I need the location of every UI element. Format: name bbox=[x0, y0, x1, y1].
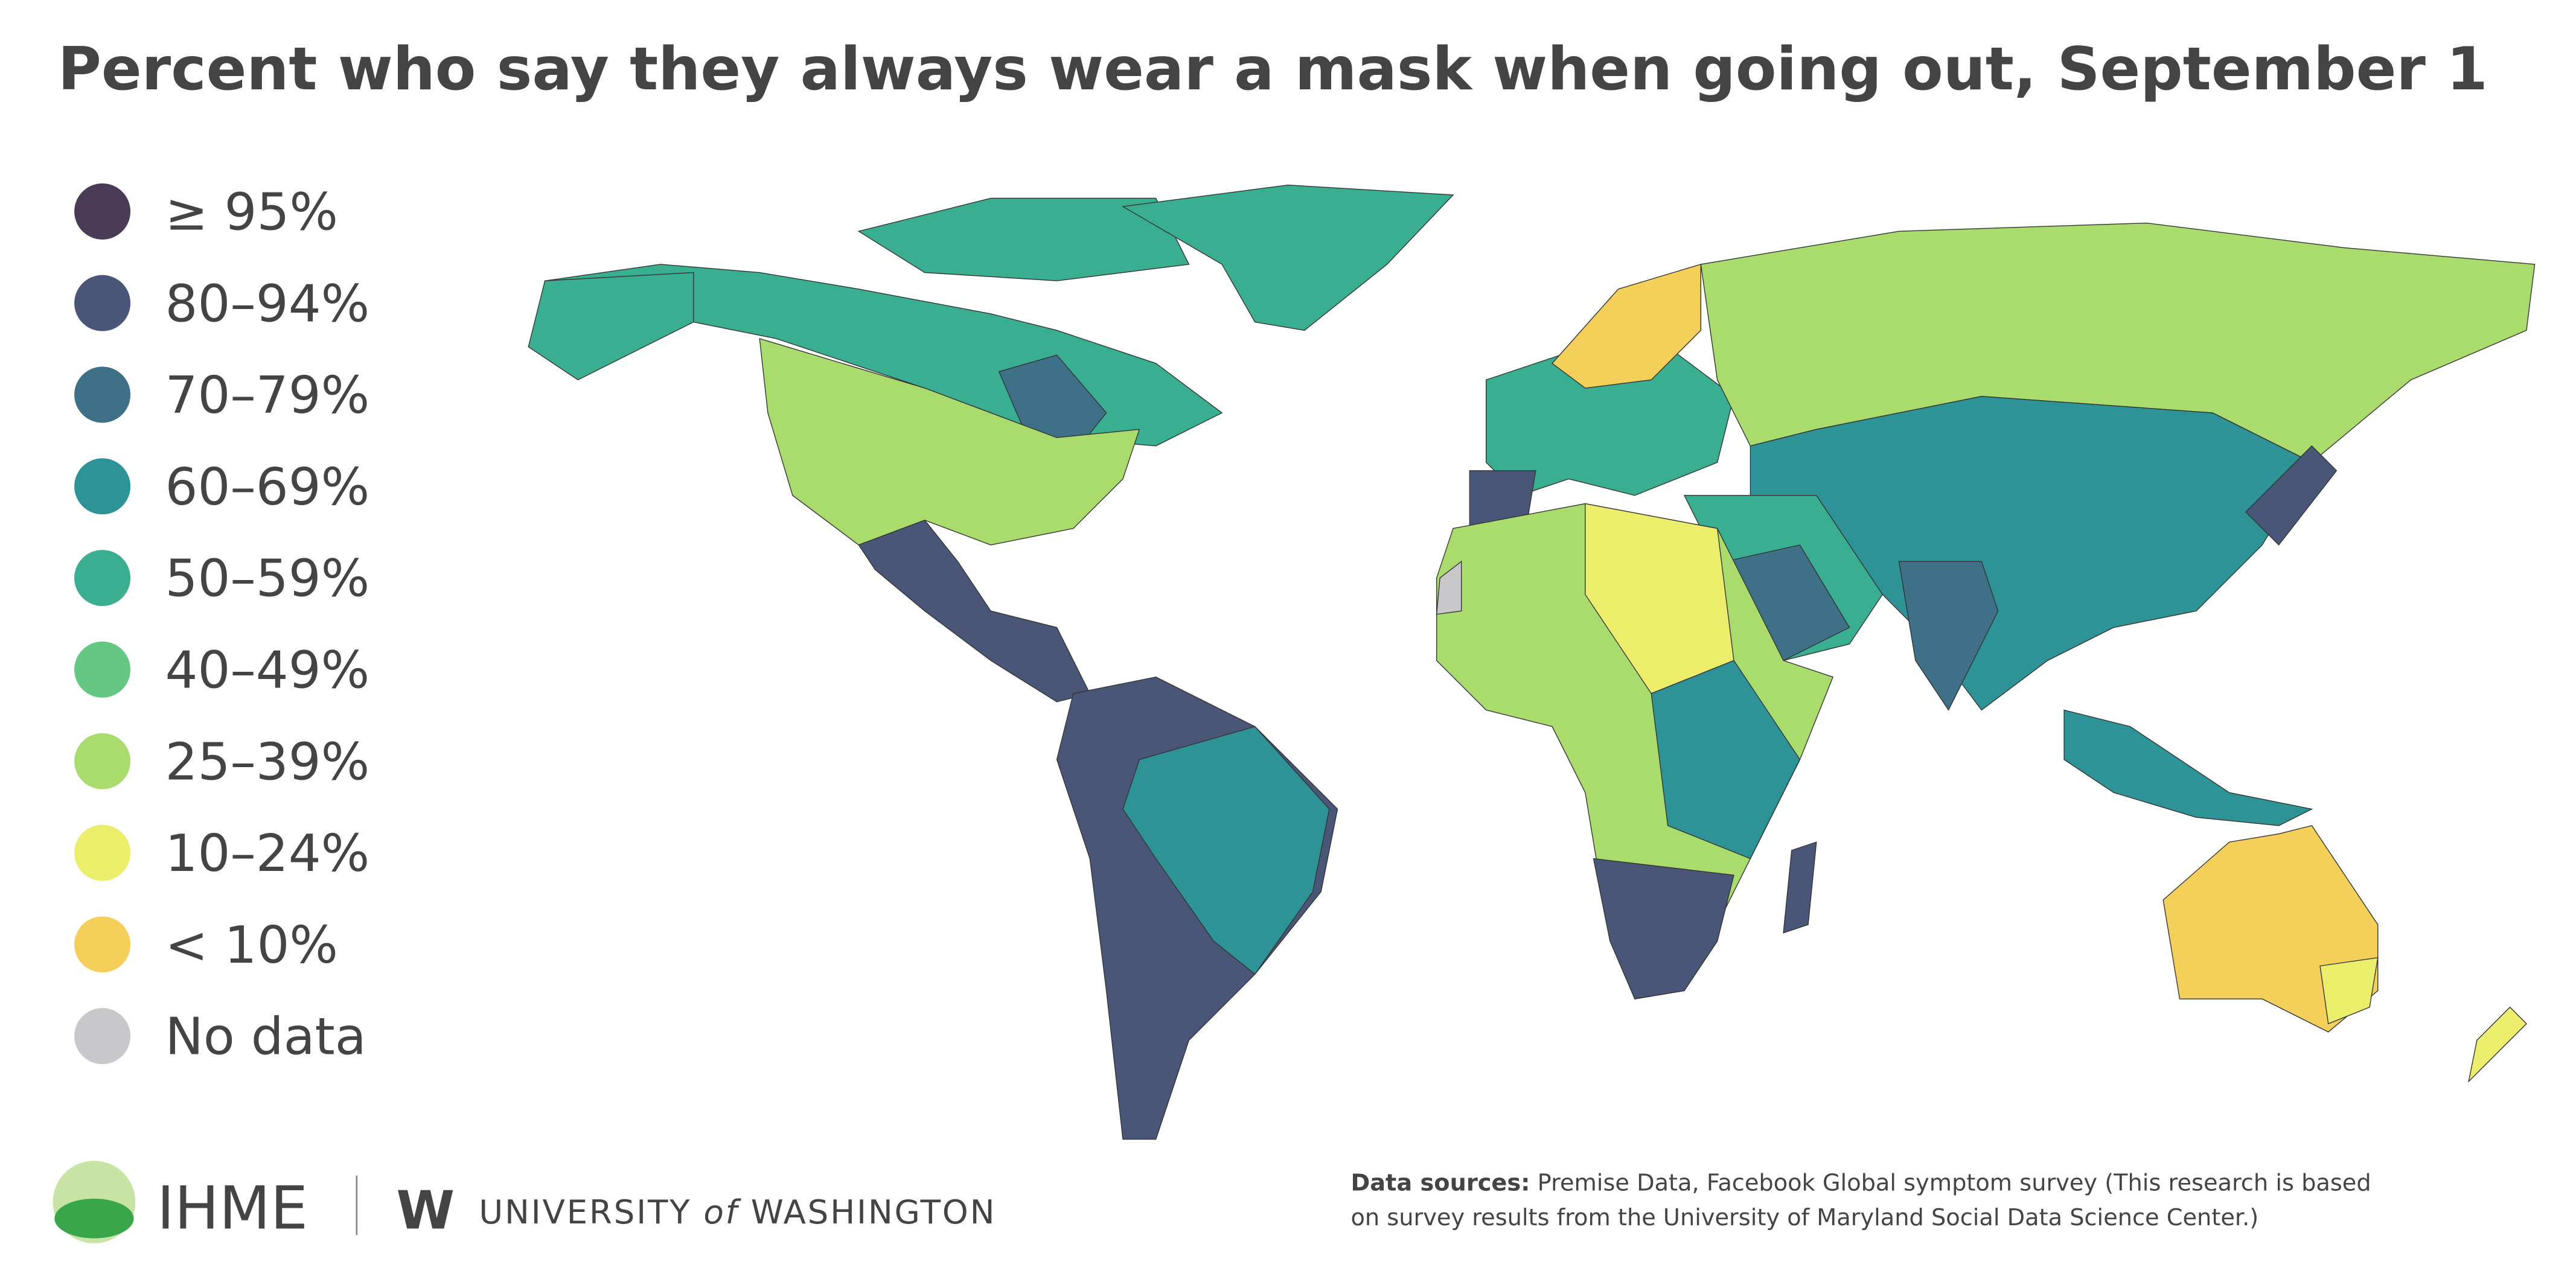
legend-label: 25–39% bbox=[165, 732, 370, 791]
legend-swatch bbox=[74, 275, 131, 331]
legend-swatch bbox=[74, 641, 131, 698]
region bbox=[2319, 957, 2379, 1025]
region bbox=[857, 197, 1190, 281]
legend-swatch bbox=[74, 1008, 131, 1065]
legend: ≥ 95% 80–94% 70–79% 60–69% 50–59% 40–49% 25–39… bbox=[74, 182, 369, 1066]
region bbox=[2245, 445, 2338, 546]
region bbox=[1436, 560, 1462, 615]
sources-text: on survey results from the University of… bbox=[1350, 1204, 2258, 1231]
region bbox=[858, 520, 1091, 703]
legend-label: 80–94% bbox=[165, 273, 370, 333]
region bbox=[2468, 1006, 2527, 1083]
legend-swatch bbox=[74, 916, 131, 973]
legend-label: < 10% bbox=[165, 915, 338, 975]
legend-swatch bbox=[74, 824, 131, 881]
region bbox=[1651, 660, 1801, 859]
legend-swatch bbox=[74, 733, 131, 789]
world-map bbox=[528, 184, 2536, 1140]
uw-post: WASHINGTON bbox=[751, 1193, 997, 1231]
legend-label: No data bbox=[165, 1007, 366, 1066]
legend-label: 70–79% bbox=[165, 365, 370, 425]
region bbox=[1593, 858, 1734, 999]
title: Percent who say they always wear a mask … bbox=[58, 35, 2488, 104]
region bbox=[528, 272, 694, 381]
legend-label: ≥ 95% bbox=[165, 182, 338, 241]
sources-label: Data sources: bbox=[1350, 1169, 1530, 1196]
sources-line: Data sources: Premise Data, Facebook Glo… bbox=[1350, 1169, 2371, 1196]
region bbox=[759, 338, 1140, 546]
region bbox=[1121, 184, 1454, 331]
legend-swatch bbox=[74, 550, 131, 607]
uw-name: UNIVERSITY of WASHINGTON bbox=[479, 1193, 996, 1231]
uw-of: of bbox=[703, 1193, 741, 1231]
uw-pre: UNIVERSITY bbox=[479, 1193, 691, 1231]
ihme-name: IHME bbox=[157, 1174, 308, 1243]
region bbox=[1898, 561, 1999, 711]
sources-text: Premise Data, Facebook Global symptom su… bbox=[1538, 1169, 2371, 1196]
region bbox=[1122, 725, 1330, 975]
region bbox=[1783, 841, 1817, 934]
legend-label: 10–24% bbox=[165, 823, 370, 883]
legend-swatch bbox=[74, 366, 131, 423]
region bbox=[2063, 709, 2313, 826]
ihme-logo-leaf bbox=[54, 1199, 134, 1239]
legend-label: 50–59% bbox=[165, 549, 370, 608]
region bbox=[1552, 263, 1701, 389]
legend-label: 40–49% bbox=[165, 640, 370, 700]
footer: IHME W UNIVERSITY of WASHINGTON Data sou… bbox=[53, 1161, 2371, 1243]
legend-swatch bbox=[74, 183, 131, 240]
legend-swatch bbox=[74, 458, 131, 515]
uw-mark: W bbox=[396, 1179, 455, 1241]
legend-label: 60–69% bbox=[165, 457, 370, 517]
